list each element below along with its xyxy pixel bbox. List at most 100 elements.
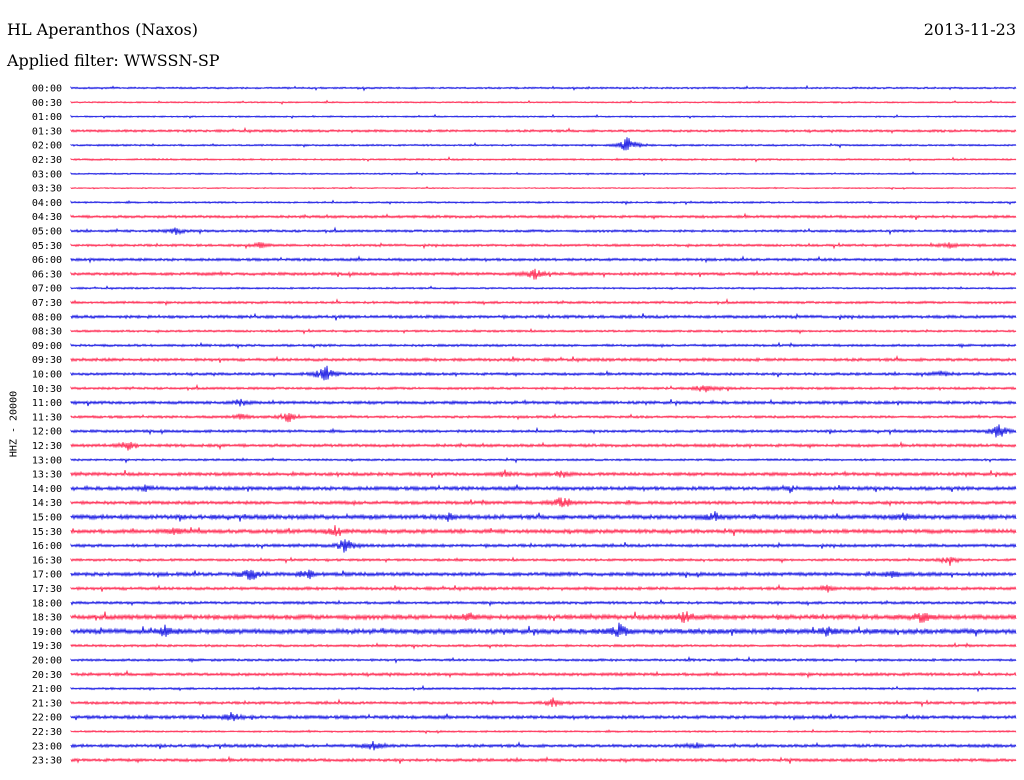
trace-0500 xyxy=(70,226,1017,236)
trace-0130 xyxy=(70,126,1017,135)
trace-0700 xyxy=(70,285,1017,291)
trace-2230 xyxy=(70,728,1017,735)
time-tick-2100: 21:00 xyxy=(32,684,62,695)
time-tick-0630: 06:30 xyxy=(32,269,62,280)
trace-2330 xyxy=(70,755,1017,764)
time-tick-0230: 02:30 xyxy=(32,155,62,166)
trace-2300 xyxy=(70,741,1017,751)
trace-0000 xyxy=(70,84,1017,92)
time-tick-0430: 04:30 xyxy=(32,212,62,223)
trace-2000 xyxy=(70,655,1017,664)
seismic-traces xyxy=(70,84,1017,764)
time-tick-1600: 16:00 xyxy=(32,541,62,552)
trace-2130 xyxy=(70,697,1017,708)
time-tick-1800: 18:00 xyxy=(32,598,62,609)
trace-0300 xyxy=(70,171,1017,177)
trace-1330 xyxy=(70,469,1017,479)
trace-1430 xyxy=(70,497,1017,508)
trace-1300 xyxy=(70,457,1017,464)
trace-0030 xyxy=(70,99,1017,105)
time-tick-0100: 01:00 xyxy=(32,112,62,123)
time-tick-0200: 02:00 xyxy=(32,141,62,152)
time-tick-2000: 20:00 xyxy=(32,656,62,667)
trace-0430 xyxy=(70,212,1017,220)
trace-0530 xyxy=(70,241,1017,250)
time-tick-0030: 00:30 xyxy=(32,98,62,109)
time-tick-0300: 03:00 xyxy=(32,169,62,180)
time-tick-0330: 03:30 xyxy=(32,184,62,195)
trace-1530 xyxy=(70,525,1017,537)
trace-1200 xyxy=(70,424,1017,438)
time-tick-1630: 16:30 xyxy=(32,555,62,566)
trace-2100 xyxy=(70,684,1017,693)
time-tick-0000: 00:00 xyxy=(32,84,62,95)
trace-0830 xyxy=(70,328,1017,335)
time-tick-1130: 11:30 xyxy=(32,412,62,423)
time-tick-0800: 08:00 xyxy=(32,312,62,323)
time-tick-1330: 13:30 xyxy=(32,470,62,481)
time-tick-0930: 09:30 xyxy=(32,355,62,366)
time-tick-2230: 22:30 xyxy=(32,727,62,738)
time-tick-0700: 07:00 xyxy=(32,284,62,295)
trace-1130 xyxy=(70,412,1017,423)
trace-1600 xyxy=(70,539,1017,553)
time-tick-2300: 23:00 xyxy=(32,741,62,752)
time-tick-0530: 05:30 xyxy=(32,241,62,252)
time-tick-1230: 12:30 xyxy=(32,441,62,452)
trace-1730 xyxy=(70,583,1017,593)
trace-2200 xyxy=(70,711,1017,722)
filter-label: Applied filter: WWSSN-SP xyxy=(7,51,220,70)
time-tick-1400: 14:00 xyxy=(32,484,62,495)
trace-0330 xyxy=(70,186,1017,191)
time-tick-0900: 09:00 xyxy=(32,341,62,352)
trace-1900 xyxy=(70,622,1017,638)
station-title: HL Aperanthos (Naxos) xyxy=(7,20,198,39)
time-tick-2330: 23:30 xyxy=(32,756,62,767)
trace-1030 xyxy=(70,383,1017,393)
time-tick-1530: 15:30 xyxy=(32,527,62,538)
trace-1700 xyxy=(70,569,1017,581)
time-tick-0500: 05:00 xyxy=(32,227,62,238)
trace-1830 xyxy=(70,611,1017,624)
trace-1500 xyxy=(70,511,1017,522)
time-tick-1030: 10:30 xyxy=(32,384,62,395)
time-tick-0400: 04:00 xyxy=(32,198,62,209)
trace-0900 xyxy=(70,341,1017,350)
date-label: 2013-11-23 xyxy=(923,20,1016,39)
trace-0400 xyxy=(70,199,1017,206)
trace-1000 xyxy=(70,365,1017,381)
time-tick-0730: 07:30 xyxy=(32,298,62,309)
time-tick-0830: 08:30 xyxy=(32,327,62,338)
trace-0600 xyxy=(70,255,1017,264)
time-tick-1000: 10:00 xyxy=(32,370,62,381)
time-tick-1500: 15:00 xyxy=(32,513,62,524)
trace-1800 xyxy=(70,599,1017,607)
time-tick-1700: 17:00 xyxy=(32,570,62,581)
time-tick-0130: 01:30 xyxy=(32,126,62,137)
trace-1400 xyxy=(70,484,1017,494)
time-tick-1730: 17:30 xyxy=(32,584,62,595)
time-tick-1200: 12:00 xyxy=(32,427,62,438)
trace-2030 xyxy=(70,669,1017,679)
trace-0930 xyxy=(70,355,1017,364)
time-tick-1300: 13:00 xyxy=(32,455,62,466)
trace-0630 xyxy=(70,268,1017,280)
trace-0200 xyxy=(70,137,1017,151)
time-tick-1430: 14:30 xyxy=(32,498,62,509)
time-tick-1930: 19:30 xyxy=(32,641,62,652)
time-tick-0600: 06:00 xyxy=(32,255,62,266)
time-tick-1100: 11:00 xyxy=(32,398,62,409)
trace-0230 xyxy=(70,156,1017,163)
time-tick-2200: 22:00 xyxy=(32,713,62,724)
time-tick-2130: 21:30 xyxy=(32,698,62,709)
trace-0730 xyxy=(70,298,1017,307)
time-tick-1830: 18:30 xyxy=(32,613,62,624)
trace-1930 xyxy=(70,641,1017,650)
trace-0800 xyxy=(70,312,1017,321)
time-tick-1900: 19:00 xyxy=(32,627,62,638)
trace-1630 xyxy=(70,556,1017,566)
time-tick-2030: 20:30 xyxy=(32,670,62,681)
time-tick-labels: 00:00 00:30 01:00 01:30 02:00 02:30 03:00 03:30… xyxy=(32,84,62,767)
trace-1230 xyxy=(70,441,1017,451)
